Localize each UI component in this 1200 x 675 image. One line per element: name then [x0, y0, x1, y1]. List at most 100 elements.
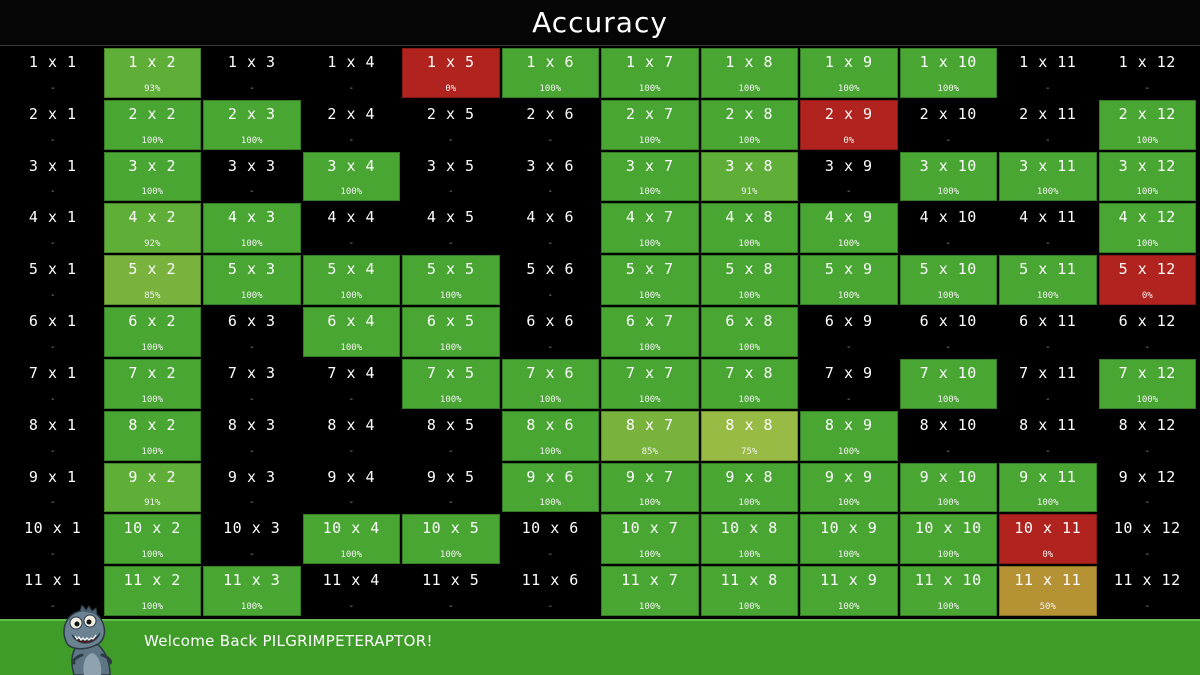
grid-cell[interactable]: 7 x 3 -: [203, 359, 301, 409]
grid-cell[interactable]: 2 x 12 100%: [1098, 99, 1196, 150]
grid-cell[interactable]: 6 x 11 -: [999, 307, 1097, 357]
grid-cell[interactable]: 9 x 6 100%: [501, 462, 599, 513]
grid-cell[interactable]: 5 x 1 -: [4, 255, 102, 305]
grid-cell[interactable]: 3 x 6 -: [502, 152, 600, 202]
grid-cell[interactable]: 5 x 8 100%: [700, 255, 798, 306]
grid-cell[interactable]: 1 x 10 100%: [899, 48, 997, 98]
grid-cell[interactable]: 4 x 10 -: [900, 203, 998, 253]
grid-cell[interactable]: 10 x 10 100%: [899, 514, 997, 565]
grid-cell[interactable]: 9 x 11 100%: [999, 462, 1097, 513]
grid-cell[interactable]: 3 x 11 100%: [999, 151, 1097, 202]
grid-cell[interactable]: 9 x 9 100%: [800, 462, 898, 513]
grid-cell[interactable]: 7 x 4 -: [303, 359, 401, 409]
grid-cell[interactable]: 10 x 8 100%: [700, 514, 798, 565]
grid-cell[interactable]: 5 x 4 100%: [302, 255, 400, 306]
grid-cell[interactable]: 8 x 5 -: [402, 411, 500, 461]
grid-cell[interactable]: 4 x 11 -: [999, 203, 1097, 253]
grid-cell[interactable]: 4 x 8 100%: [700, 203, 798, 254]
grid-cell[interactable]: 3 x 12 100%: [1098, 151, 1196, 202]
grid-cell[interactable]: 8 x 9 100%: [800, 410, 898, 461]
grid-cell[interactable]: 9 x 2 91%: [103, 462, 201, 513]
grid-cell[interactable]: 2 x 10 -: [900, 100, 998, 150]
grid-cell[interactable]: 11 x 1 -: [4, 566, 102, 616]
grid-cell[interactable]: 8 x 10 -: [900, 411, 998, 461]
grid-cell[interactable]: 6 x 8 100%: [700, 307, 798, 357]
grid-cell[interactable]: 4 x 5 -: [402, 203, 500, 253]
grid-cell[interactable]: 9 x 8 100%: [700, 462, 798, 513]
grid-cell[interactable]: 4 x 9 100%: [800, 203, 898, 254]
grid-cell[interactable]: 10 x 6 -: [502, 514, 600, 564]
grid-cell[interactable]: 9 x 12 -: [1099, 463, 1197, 513]
grid-cell[interactable]: 3 x 1 -: [4, 152, 102, 202]
grid-cell[interactable]: 10 x 9 100%: [800, 514, 898, 565]
grid-cell[interactable]: 9 x 3 -: [203, 463, 301, 513]
grid-cell[interactable]: 5 x 5 100%: [402, 255, 500, 306]
grid-cell[interactable]: 1 x 4 -: [303, 48, 401, 98]
grid-cell[interactable]: 1 x 8 100%: [700, 48, 798, 98]
grid-cell[interactable]: 6 x 12 -: [1099, 307, 1197, 357]
grid-cell[interactable]: 7 x 9 -: [800, 359, 898, 409]
grid-cell[interactable]: 4 x 3 100%: [203, 203, 301, 254]
grid-cell[interactable]: 1 x 3 -: [203, 48, 301, 98]
grid-cell[interactable]: 2 x 8 100%: [700, 99, 798, 150]
grid-cell[interactable]: 9 x 1 -: [4, 463, 102, 513]
grid-cell[interactable]: 7 x 6 100%: [501, 358, 599, 409]
grid-cell[interactable]: 10 x 4 100%: [302, 514, 400, 565]
grid-cell[interactable]: 8 x 2 100%: [103, 410, 201, 461]
grid-cell[interactable]: 5 x 2 85%: [103, 255, 201, 306]
grid-cell[interactable]: 10 x 7 100%: [601, 514, 699, 565]
grid-cell[interactable]: 11 x 2 100%: [103, 566, 201, 616]
grid-cell[interactable]: 7 x 1 -: [4, 359, 102, 409]
grid-cell[interactable]: 5 x 9 100%: [800, 255, 898, 306]
grid-cell[interactable]: 2 x 11 -: [999, 100, 1097, 150]
grid-cell[interactable]: 8 x 1 -: [4, 411, 102, 461]
grid-cell[interactable]: 1 x 6 100%: [501, 48, 599, 98]
grid-cell[interactable]: 7 x 2 100%: [103, 358, 201, 409]
grid-cell[interactable]: 4 x 7 100%: [601, 203, 699, 254]
grid-cell[interactable]: 7 x 10 100%: [899, 358, 997, 409]
grid-cell[interactable]: 3 x 9 -: [800, 152, 898, 202]
grid-cell[interactable]: 7 x 5 100%: [402, 358, 500, 409]
grid-cell[interactable]: 4 x 4 -: [303, 203, 401, 253]
grid-cell[interactable]: 7 x 7 100%: [601, 358, 699, 409]
grid-cell[interactable]: 10 x 1 -: [4, 514, 102, 564]
grid-cell[interactable]: 9 x 5 -: [402, 463, 500, 513]
grid-cell[interactable]: 1 x 9 100%: [800, 48, 898, 98]
grid-cell[interactable]: 11 x 8 100%: [700, 566, 798, 616]
grid-cell[interactable]: 2 x 6 -: [502, 100, 600, 150]
grid-cell[interactable]: 11 x 9 100%: [800, 566, 898, 616]
grid-cell[interactable]: 7 x 8 100%: [700, 358, 798, 409]
grid-cell[interactable]: 8 x 7 85%: [601, 410, 699, 461]
grid-cell[interactable]: 6 x 10 -: [900, 307, 998, 357]
grid-cell[interactable]: 6 x 4 100%: [302, 307, 400, 357]
grid-cell[interactable]: 2 x 3 100%: [203, 99, 301, 150]
grid-cell[interactable]: 7 x 11 -: [999, 359, 1097, 409]
grid-cell[interactable]: 4 x 6 -: [502, 203, 600, 253]
grid-cell[interactable]: 1 x 5 0%: [402, 48, 500, 98]
grid-cell[interactable]: 10 x 5 100%: [402, 514, 500, 565]
grid-cell[interactable]: 3 x 10 100%: [899, 151, 997, 202]
grid-cell[interactable]: 1 x 12 -: [1099, 48, 1197, 98]
grid-cell[interactable]: 11 x 3 100%: [203, 566, 301, 616]
grid-cell[interactable]: 5 x 7 100%: [601, 255, 699, 306]
grid-cell[interactable]: 9 x 7 100%: [601, 462, 699, 513]
grid-cell[interactable]: 3 x 7 100%: [601, 151, 699, 202]
grid-cell[interactable]: 2 x 9 0%: [800, 99, 898, 150]
grid-cell[interactable]: 3 x 2 100%: [103, 151, 201, 202]
grid-cell[interactable]: 11 x 12 -: [1099, 566, 1197, 616]
grid-cell[interactable]: 6 x 3 -: [203, 307, 301, 357]
grid-cell[interactable]: 2 x 2 100%: [103, 99, 201, 150]
grid-cell[interactable]: 11 x 10 100%: [899, 566, 997, 616]
grid-cell[interactable]: 1 x 11 -: [999, 48, 1097, 98]
grid-cell[interactable]: 5 x 11 100%: [999, 255, 1097, 306]
grid-cell[interactable]: 1 x 2 93%: [103, 48, 201, 98]
grid-cell[interactable]: 1 x 7 100%: [601, 48, 699, 98]
grid-cell[interactable]: 6 x 1 -: [4, 307, 102, 357]
grid-cell[interactable]: 10 x 11 0%: [999, 514, 1097, 565]
grid-cell[interactable]: 6 x 7 100%: [601, 307, 699, 357]
grid-cell[interactable]: 6 x 2 100%: [103, 307, 201, 357]
grid-cell[interactable]: 11 x 6 -: [502, 566, 600, 616]
grid-cell[interactable]: 8 x 4 -: [303, 411, 401, 461]
grid-cell[interactable]: 2 x 4 -: [303, 100, 401, 150]
grid-cell[interactable]: 9 x 10 100%: [899, 462, 997, 513]
